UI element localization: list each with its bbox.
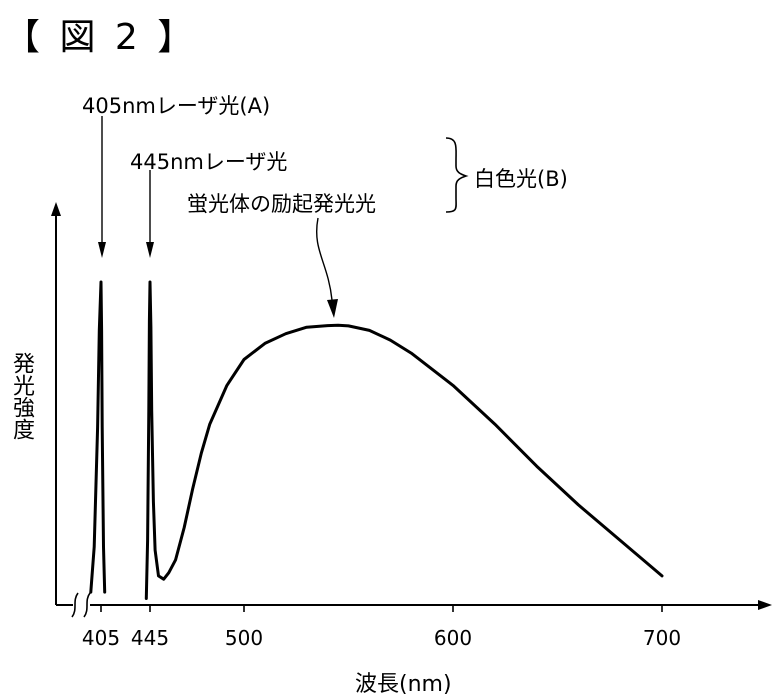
x-tick-label: 500 <box>225 626 263 650</box>
axis-break-mark <box>71 592 79 618</box>
white-light-brace <box>445 137 469 213</box>
x-axis-arrowhead <box>758 600 772 610</box>
phosphor-label: 蛍光体の励起発光光 <box>187 192 376 216</box>
x-ticks: 405 445 500 600 700 <box>82 605 681 650</box>
series-layer <box>89 280 664 600</box>
x-axis-label: 波長(nm) <box>355 672 452 697</box>
x-tick-label: 600 <box>434 626 472 650</box>
x-tick-label: 700 <box>643 626 681 650</box>
laser-405-label: 405nmレーザ光(A) <box>82 94 271 118</box>
white-light-label: 白色光(B) <box>474 167 568 191</box>
chart-axes <box>51 202 772 618</box>
x-tick-label: 405 <box>82 626 120 650</box>
x-tick-label: 445 <box>131 626 169 650</box>
laser-445-label: 445nmレーザ光 <box>130 150 288 174</box>
y-axis-label: 発光強度 <box>9 352 34 440</box>
arrow-phosphor-shaft <box>316 217 333 301</box>
arrow-405-head <box>98 242 106 258</box>
y-axis-arrowhead <box>51 202 61 216</box>
arrow-445-head <box>146 242 154 258</box>
series-line-2 <box>144 280 664 600</box>
annotation-arrows <box>98 116 469 318</box>
arrow-phosphor-head <box>327 299 338 318</box>
series-line-1 <box>89 280 107 594</box>
figure-label: 【 図 2 】 <box>4 17 198 58</box>
axis-break-mark <box>83 592 91 618</box>
